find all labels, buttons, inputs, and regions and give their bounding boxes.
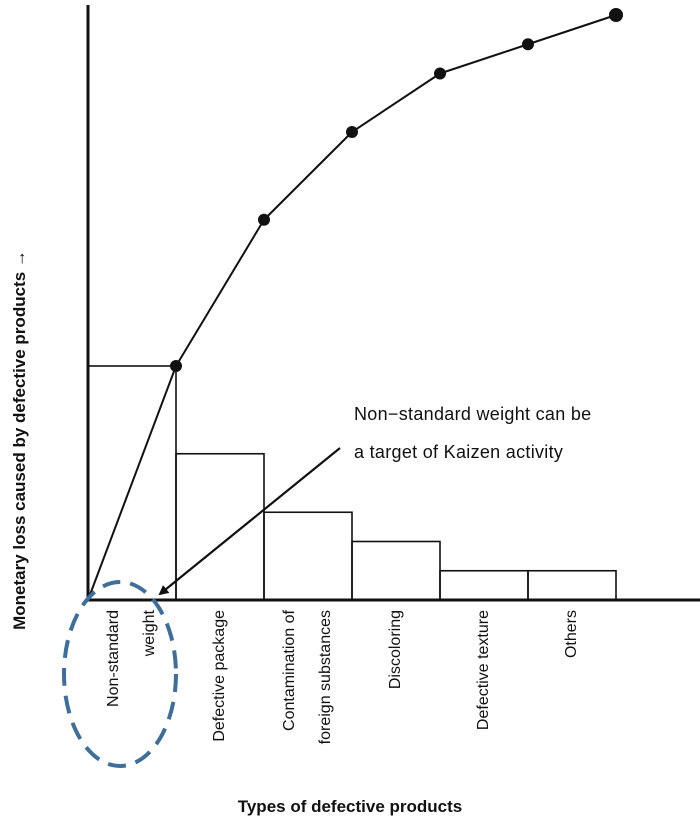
highlight-ellipse xyxy=(62,580,178,768)
x-tick-label-0-1: weight xyxy=(141,609,158,657)
cumulative-point-3 xyxy=(434,67,446,80)
bar-3 xyxy=(351,540,441,601)
cumulative-point-1 xyxy=(258,213,270,226)
cumulative-point-4 xyxy=(522,38,534,51)
x-tick-label-3-0: Discoloring xyxy=(387,610,404,689)
cumulative-point-2 xyxy=(346,126,358,138)
annotation-arrow xyxy=(158,447,341,596)
y-axis-label-text: Monetary loss caused by defective produc… xyxy=(10,271,29,630)
bar-2 xyxy=(263,511,353,601)
x-axis-label: Types of defective products xyxy=(237,797,463,816)
bars-group xyxy=(87,365,617,601)
bar-1 xyxy=(175,452,265,601)
bar-4 xyxy=(439,569,529,601)
bar-5 xyxy=(527,569,617,601)
x-tick-label-1-0: Defective package xyxy=(211,610,228,742)
cumulative-line-group xyxy=(87,8,623,601)
x-tick-label-2-0: Contamination of xyxy=(281,609,298,731)
cumulative-point-0 xyxy=(170,360,182,372)
annotation-line-1: Non−standard weight can be xyxy=(354,404,592,424)
tick-labels-group: Non-standard weight Defective package Conta… xyxy=(105,609,580,744)
x-tick-label-2-1: foreign substances xyxy=(317,610,334,744)
y-axis-arrow-icon: → xyxy=(10,250,29,268)
x-tick-label-5-0: Others xyxy=(563,610,580,658)
cumulative-point-5 xyxy=(609,8,623,22)
annotation-line-2: a target of Kaizen activity xyxy=(354,442,564,462)
y-axis-label: Monetary loss caused by defective produc… xyxy=(10,250,30,630)
x-tick-label-0-0: Non-standard xyxy=(105,610,122,707)
x-tick-label-4-0: Defective texture xyxy=(475,610,492,730)
axes-group xyxy=(86,5,700,602)
annotation-graphics xyxy=(62,447,341,768)
